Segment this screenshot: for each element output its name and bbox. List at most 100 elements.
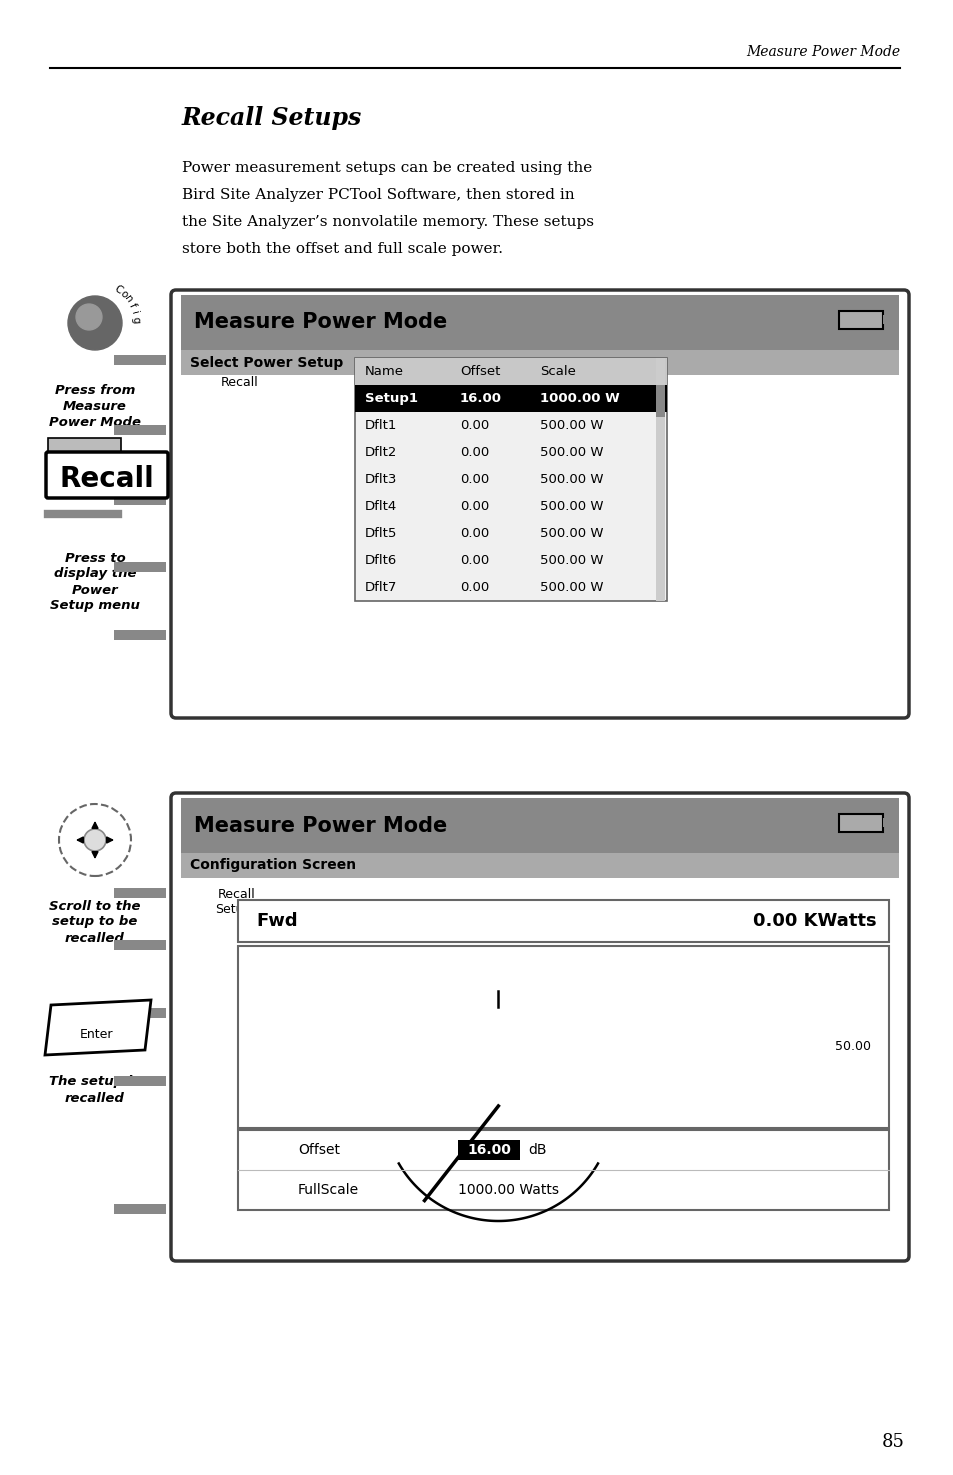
Text: The setup is: The setup is <box>50 1075 140 1089</box>
Text: 0.00: 0.00 <box>459 500 489 513</box>
Text: Measure Power Mode: Measure Power Mode <box>193 313 447 332</box>
Text: Recall Setups: Recall Setups <box>182 106 362 130</box>
Bar <box>355 358 666 600</box>
Text: Setups: Setups <box>215 903 258 916</box>
Text: Dflt5: Dflt5 <box>365 527 397 540</box>
Polygon shape <box>45 1000 151 1055</box>
Bar <box>181 853 898 878</box>
Bar <box>838 814 882 832</box>
Text: 85: 85 <box>882 1434 904 1451</box>
Text: Dflt4: Dflt4 <box>365 500 396 513</box>
Bar <box>181 295 898 350</box>
Text: Offset: Offset <box>297 1143 339 1156</box>
Text: 500.00 W: 500.00 W <box>539 555 603 566</box>
Text: Recall: Recall <box>59 465 154 493</box>
Bar <box>48 438 121 454</box>
Text: 1000.00 W: 1000.00 W <box>539 392 619 406</box>
Text: 500.00 W: 500.00 W <box>539 500 603 513</box>
Bar <box>181 350 898 375</box>
Bar <box>237 945 888 1128</box>
Bar <box>656 385 664 417</box>
Text: Fwd: Fwd <box>255 912 297 931</box>
Bar <box>882 819 887 827</box>
Text: n: n <box>123 294 134 305</box>
FancyBboxPatch shape <box>171 794 908 1261</box>
Text: 0.00: 0.00 <box>459 527 489 540</box>
Text: Setup menu: Setup menu <box>50 599 140 612</box>
Text: 500.00 W: 500.00 W <box>539 419 603 432</box>
Bar <box>113 1204 166 1214</box>
Text: recalled: recalled <box>65 932 125 944</box>
Text: Dflt1: Dflt1 <box>365 419 397 432</box>
Bar <box>882 316 887 324</box>
Bar <box>113 940 166 950</box>
Text: 500.00 W: 500.00 W <box>539 581 603 594</box>
Text: Press to: Press to <box>65 552 125 565</box>
Text: Dflt3: Dflt3 <box>365 473 397 485</box>
Bar <box>355 358 666 385</box>
Text: Recall: Recall <box>221 376 258 388</box>
Bar <box>113 562 166 572</box>
Text: recalled: recalled <box>65 1092 125 1105</box>
Text: 0.00: 0.00 <box>459 581 489 594</box>
Text: 500.00 W: 500.00 W <box>539 473 603 485</box>
Text: 500.00 W: 500.00 W <box>539 445 603 459</box>
Text: Setup1: Setup1 <box>365 392 417 406</box>
Bar <box>113 1075 166 1086</box>
Text: setup to be: setup to be <box>52 916 137 928</box>
Text: FullScale: FullScale <box>297 1183 358 1198</box>
Text: Scale: Scale <box>539 364 576 378</box>
Text: Scroll to the: Scroll to the <box>50 900 141 913</box>
Text: 0.00: 0.00 <box>459 419 489 432</box>
Text: Measure Power Mode: Measure Power Mode <box>745 46 899 59</box>
Text: g: g <box>131 316 141 323</box>
Bar <box>457 1140 519 1159</box>
Text: f: f <box>127 302 137 310</box>
Circle shape <box>76 304 102 330</box>
Text: 16.00: 16.00 <box>459 392 501 406</box>
Text: Name: Name <box>365 364 403 378</box>
Circle shape <box>84 829 106 851</box>
Bar <box>838 311 882 329</box>
Text: display the: display the <box>53 568 136 581</box>
Text: Dflt6: Dflt6 <box>365 555 396 566</box>
Text: Dflt7: Dflt7 <box>365 581 397 594</box>
FancyBboxPatch shape <box>171 291 908 718</box>
Bar <box>113 496 166 504</box>
Text: 16.00: 16.00 <box>467 1143 511 1156</box>
Bar <box>113 355 166 364</box>
Bar <box>237 900 888 943</box>
Text: Power Mode: Power Mode <box>49 416 141 429</box>
Text: Configuration Screen: Configuration Screen <box>190 858 355 873</box>
Text: Select Power Setup: Select Power Setup <box>190 355 343 370</box>
Text: store both the offset and full scale power.: store both the offset and full scale pow… <box>182 242 502 257</box>
Text: Dflt2: Dflt2 <box>365 445 397 459</box>
Text: the Site Analyzer’s nonvolatile memory. These setups: the Site Analyzer’s nonvolatile memory. … <box>182 215 594 229</box>
Bar <box>656 358 664 600</box>
FancyBboxPatch shape <box>46 451 168 499</box>
Text: 0.00: 0.00 <box>459 473 489 485</box>
Bar <box>113 1007 166 1018</box>
Text: 0.00: 0.00 <box>459 445 489 459</box>
Bar <box>355 385 666 412</box>
Bar <box>181 798 898 853</box>
Text: o: o <box>118 288 130 299</box>
Text: Enter: Enter <box>80 1028 113 1041</box>
Bar <box>113 630 166 640</box>
Text: 1000.00 Watts: 1000.00 Watts <box>457 1183 558 1198</box>
Text: C: C <box>112 283 124 295</box>
Bar <box>237 1130 888 1209</box>
Text: 500.00 W: 500.00 W <box>539 527 603 540</box>
Text: Bird Site Analyzer PCTool Software, then stored in: Bird Site Analyzer PCTool Software, then… <box>182 187 574 202</box>
Text: i: i <box>130 310 140 316</box>
Text: Measure Power Mode: Measure Power Mode <box>193 816 447 835</box>
Text: 0.00 KWatts: 0.00 KWatts <box>753 912 876 931</box>
Text: Press from: Press from <box>54 384 135 397</box>
Text: Measure: Measure <box>63 400 127 413</box>
Text: 0.00: 0.00 <box>459 555 489 566</box>
Text: 50.00: 50.00 <box>834 1040 870 1053</box>
Text: Power: Power <box>71 584 118 596</box>
Bar <box>113 888 166 898</box>
Bar <box>113 425 166 435</box>
Text: Recall: Recall <box>218 888 255 901</box>
